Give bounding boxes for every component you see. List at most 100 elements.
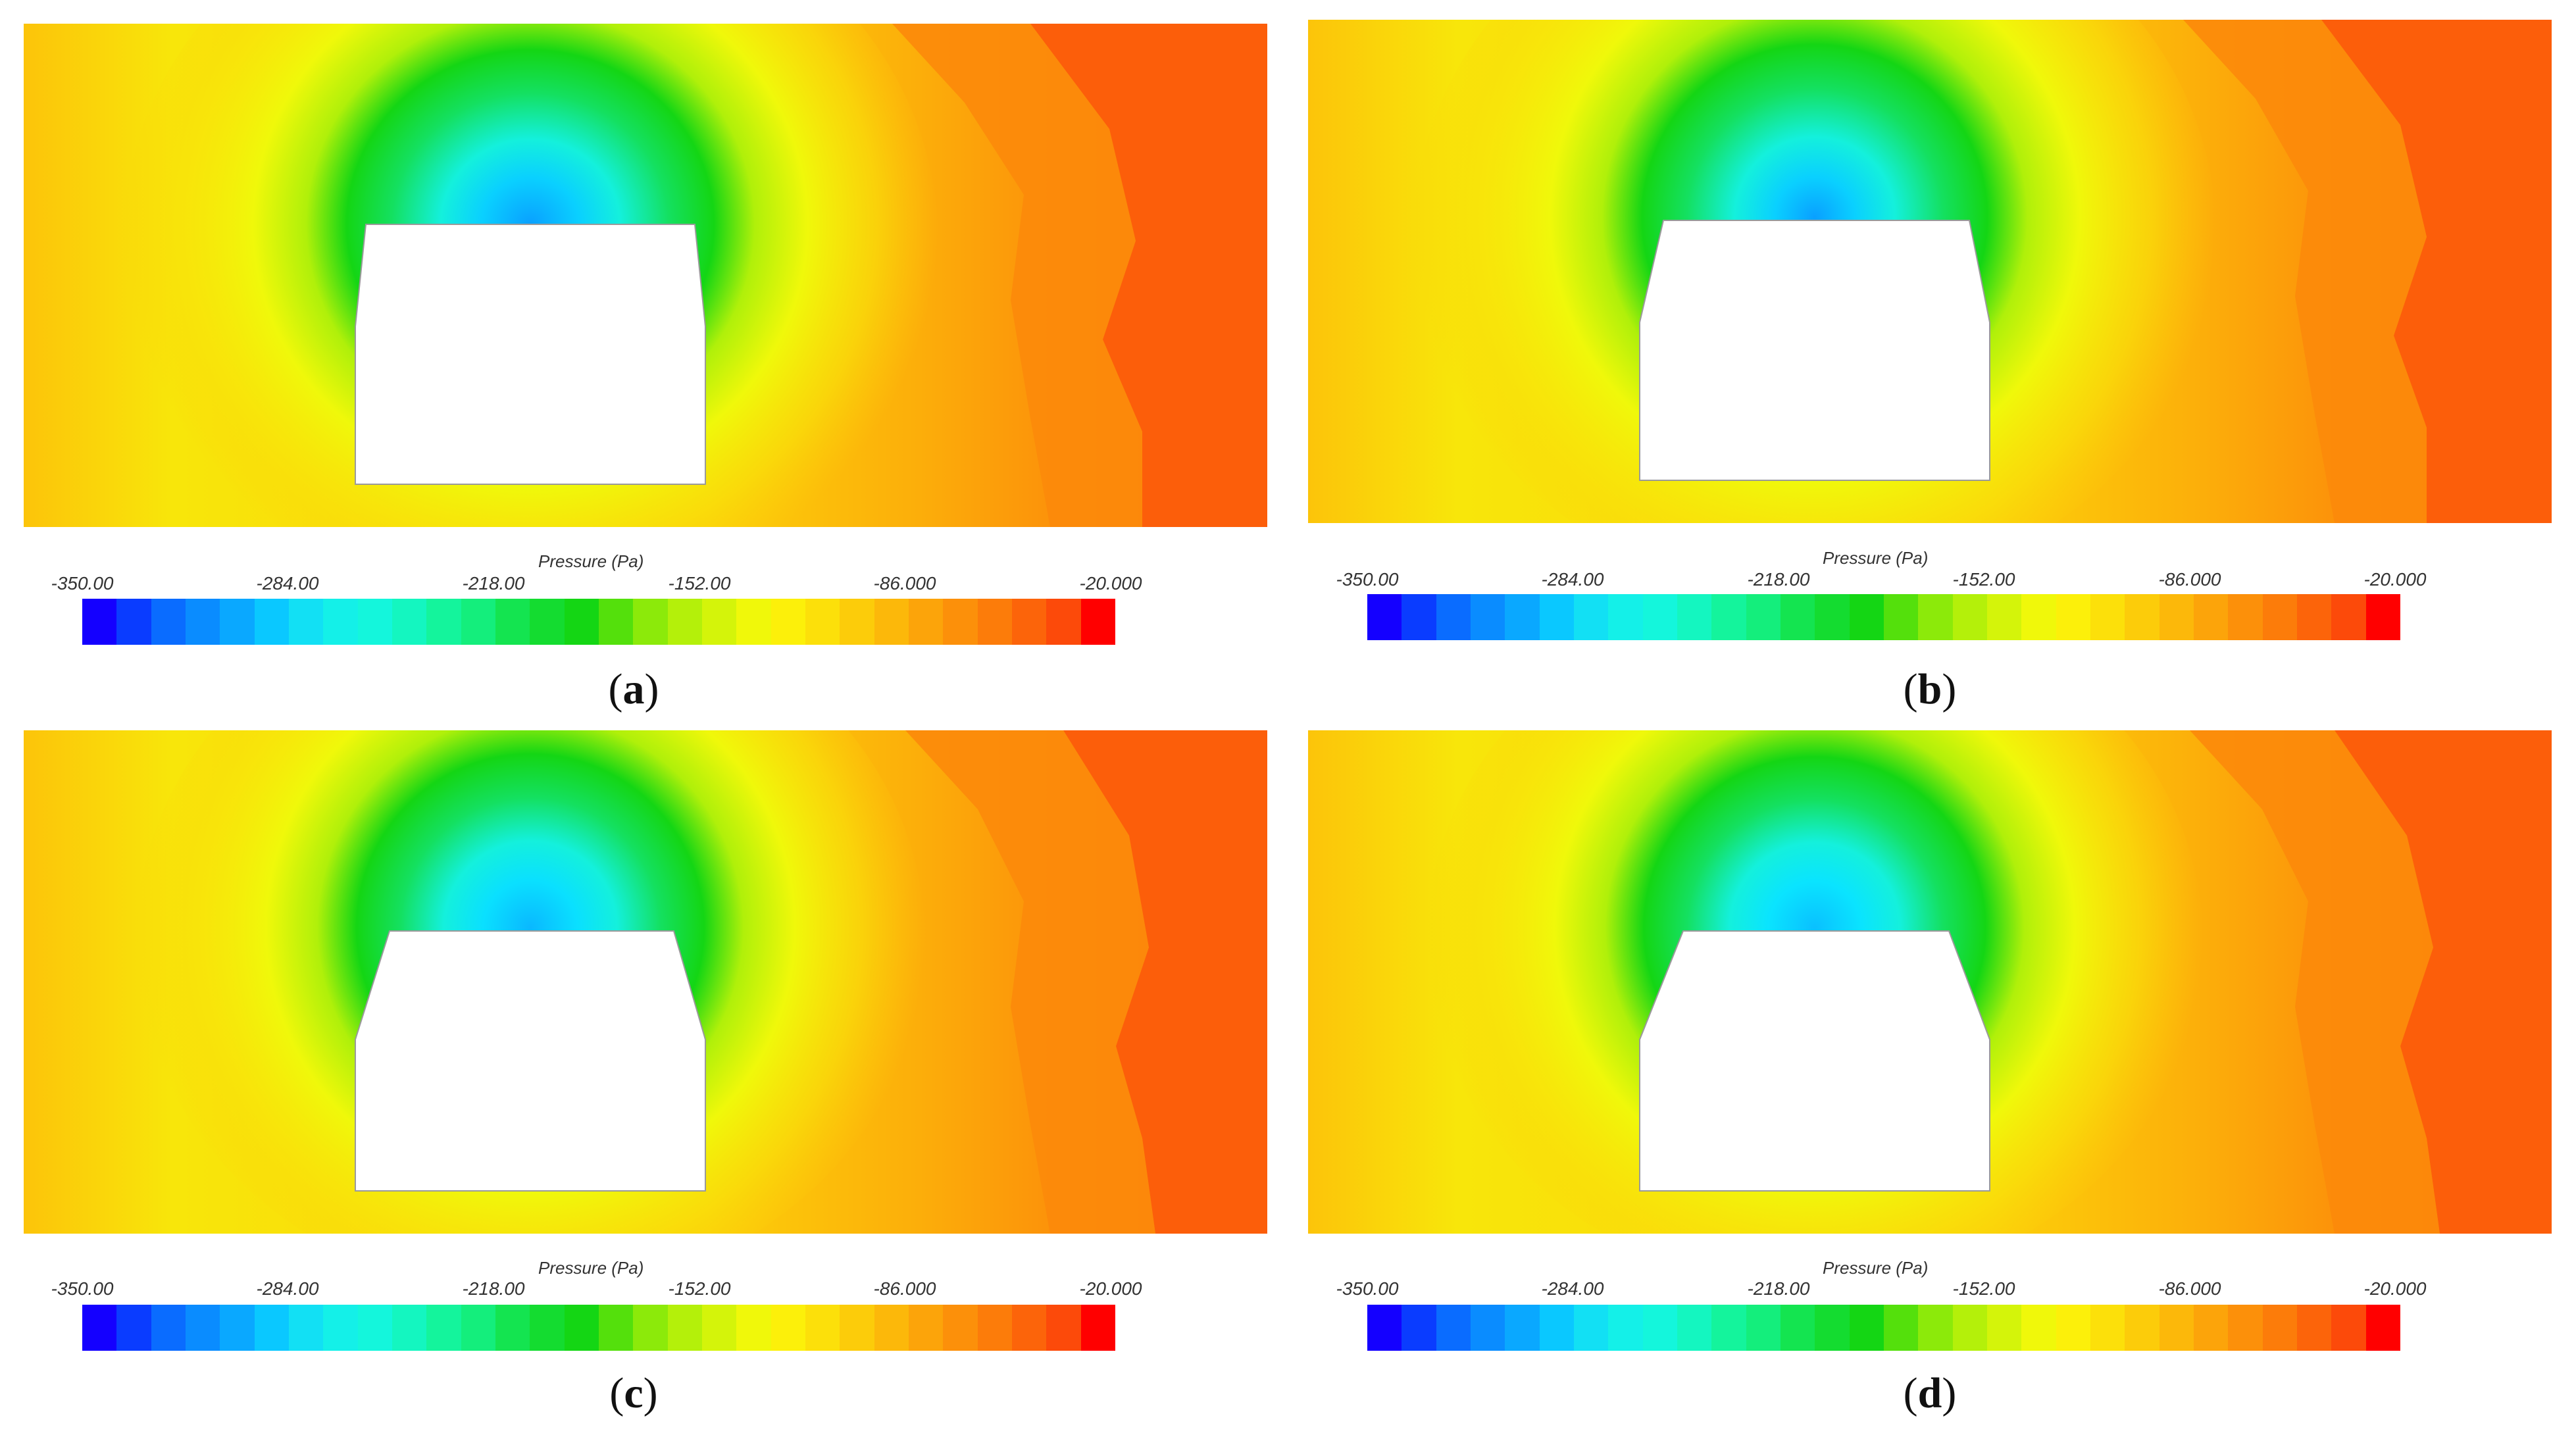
colorbar-swatch (1642, 594, 1677, 640)
colorbar-swatch (426, 1305, 461, 1351)
colorbar-title: Pressure (Pa) (1823, 1258, 1929, 1278)
colorbar-swatch (1986, 1305, 2022, 1351)
colorbar-tick: -86.000 (2158, 569, 2221, 590)
colorbar-swatch (1573, 594, 1609, 640)
colorbar-swatch (633, 599, 668, 645)
colorbar-swatch (1711, 594, 1746, 640)
colorbar-swatch (736, 599, 771, 645)
colorbar-swatch (1436, 1305, 1471, 1351)
colorbar-title: Pressure (Pa) (1823, 548, 1929, 568)
colorbar-swatch (357, 1305, 392, 1351)
colorbar-swatch (564, 1305, 599, 1351)
colorbar-swatch (1608, 594, 1643, 640)
colorbar-swatch (2021, 594, 2056, 640)
colorbar-tick: -218.00 (1747, 1278, 1810, 1299)
panel-label-b: (b) (1903, 665, 1957, 713)
colorbar-swatch (977, 1305, 1012, 1351)
colorbar-tick: -152.00 (668, 1278, 731, 1299)
panel-label-c: (c) (609, 1369, 658, 1417)
obstacle-body (1639, 220, 1990, 481)
colorbar-tick: -20.000 (1079, 573, 1142, 593)
colorbar-tick: -152.00 (1952, 1278, 2015, 1299)
colorbar-swatch (1080, 599, 1115, 645)
colorbar-title: Pressure (Pa) (538, 1258, 644, 1278)
colorbar-swatch (805, 1305, 840, 1351)
colorbar-swatch (495, 599, 530, 645)
colorbar-swatch (1815, 1305, 1850, 1351)
colorbar-tick: -218.00 (1747, 569, 1810, 590)
colorbar-swatch (1986, 594, 2022, 640)
colorbar-swatch (1505, 594, 1540, 640)
colorbar-tick: -86.000 (2158, 1278, 2221, 1299)
colorbar-swatch (1470, 594, 1505, 640)
colorbar-tick: -284.00 (256, 1278, 319, 1299)
pressure-contour-plot (1308, 20, 2552, 523)
colorbar-tick: -86.000 (873, 573, 936, 593)
colorbar-swatch (1608, 1305, 1643, 1351)
colorbar-swatch (1470, 1305, 1505, 1351)
colorbar-swatch (151, 599, 186, 645)
colorbar-swatch (1505, 1305, 1540, 1351)
pressure-contour-plot (24, 24, 1267, 527)
obstacle-body (355, 930, 706, 1192)
colorbar-swatch (323, 1305, 358, 1351)
colorbar-swatch (1849, 594, 1884, 640)
colorbar-swatch (254, 1305, 289, 1351)
colorbar-swatch (667, 599, 702, 645)
panel-label-d: (d) (1903, 1369, 1957, 1417)
colorbar-swatch (426, 599, 461, 645)
colorbar-swatch (701, 1305, 737, 1351)
colorbar (82, 1305, 1115, 1351)
colorbar (1367, 1305, 2400, 1351)
colorbar-swatch (530, 599, 565, 645)
panel-b (1308, 20, 2552, 523)
colorbar-swatch (288, 599, 324, 645)
colorbar-swatch (701, 599, 737, 645)
panel-c (24, 730, 1267, 1234)
colorbar-swatch (82, 1305, 117, 1351)
colorbar-tick: -152.00 (668, 573, 731, 593)
colorbar-swatch (943, 1305, 978, 1351)
colorbar-swatch (1436, 594, 1471, 640)
colorbar-tick: -218.00 (462, 1278, 525, 1299)
colorbar-swatch (323, 599, 358, 645)
colorbar-swatch (151, 1305, 186, 1351)
colorbar-swatch (564, 599, 599, 645)
colorbar-swatch (2262, 1305, 2297, 1351)
colorbar-swatch (1780, 594, 1815, 640)
colorbar-swatch (1402, 594, 1436, 640)
colorbar-swatch (1539, 594, 1574, 640)
colorbar-swatch (2159, 594, 2194, 640)
colorbar-swatch (220, 599, 255, 645)
colorbar-tick: -350.00 (51, 1278, 114, 1299)
colorbar-swatch (2090, 594, 2125, 640)
colorbar-swatch (461, 599, 495, 645)
colorbar-tick: -350.00 (51, 573, 114, 593)
colorbar-swatch (1849, 1305, 1884, 1351)
colorbar-swatch (874, 599, 909, 645)
colorbar-swatch (805, 599, 840, 645)
colorbar-swatch (908, 1305, 944, 1351)
colorbar-swatch (2159, 1305, 2194, 1351)
colorbar-swatch (391, 1305, 427, 1351)
colorbar-swatch (185, 599, 220, 645)
colorbar-tick: -152.00 (1952, 569, 2015, 590)
colorbar-swatch (1677, 594, 1712, 640)
colorbar-swatch (220, 1305, 255, 1351)
colorbar-swatch (1367, 1305, 1402, 1351)
panel-label-a: (a) (608, 665, 659, 713)
colorbar-swatch (1746, 1305, 1780, 1351)
colorbar-title: Pressure (Pa) (538, 551, 644, 571)
colorbar-swatch (1677, 1305, 1712, 1351)
obstacle-body (1639, 930, 1990, 1192)
colorbar-swatch (1883, 1305, 1919, 1351)
colorbar-tick: -86.000 (873, 1278, 936, 1299)
pressure-contour-plot (24, 730, 1267, 1234)
colorbar-swatch (2331, 1305, 2366, 1351)
colorbar-swatch (1573, 1305, 1609, 1351)
colorbar-swatch (1918, 594, 1953, 640)
colorbar-swatch (667, 1305, 702, 1351)
colorbar-swatch (598, 599, 634, 645)
colorbar-tick: -284.00 (1541, 569, 1604, 590)
colorbar-swatch (1046, 599, 1081, 645)
